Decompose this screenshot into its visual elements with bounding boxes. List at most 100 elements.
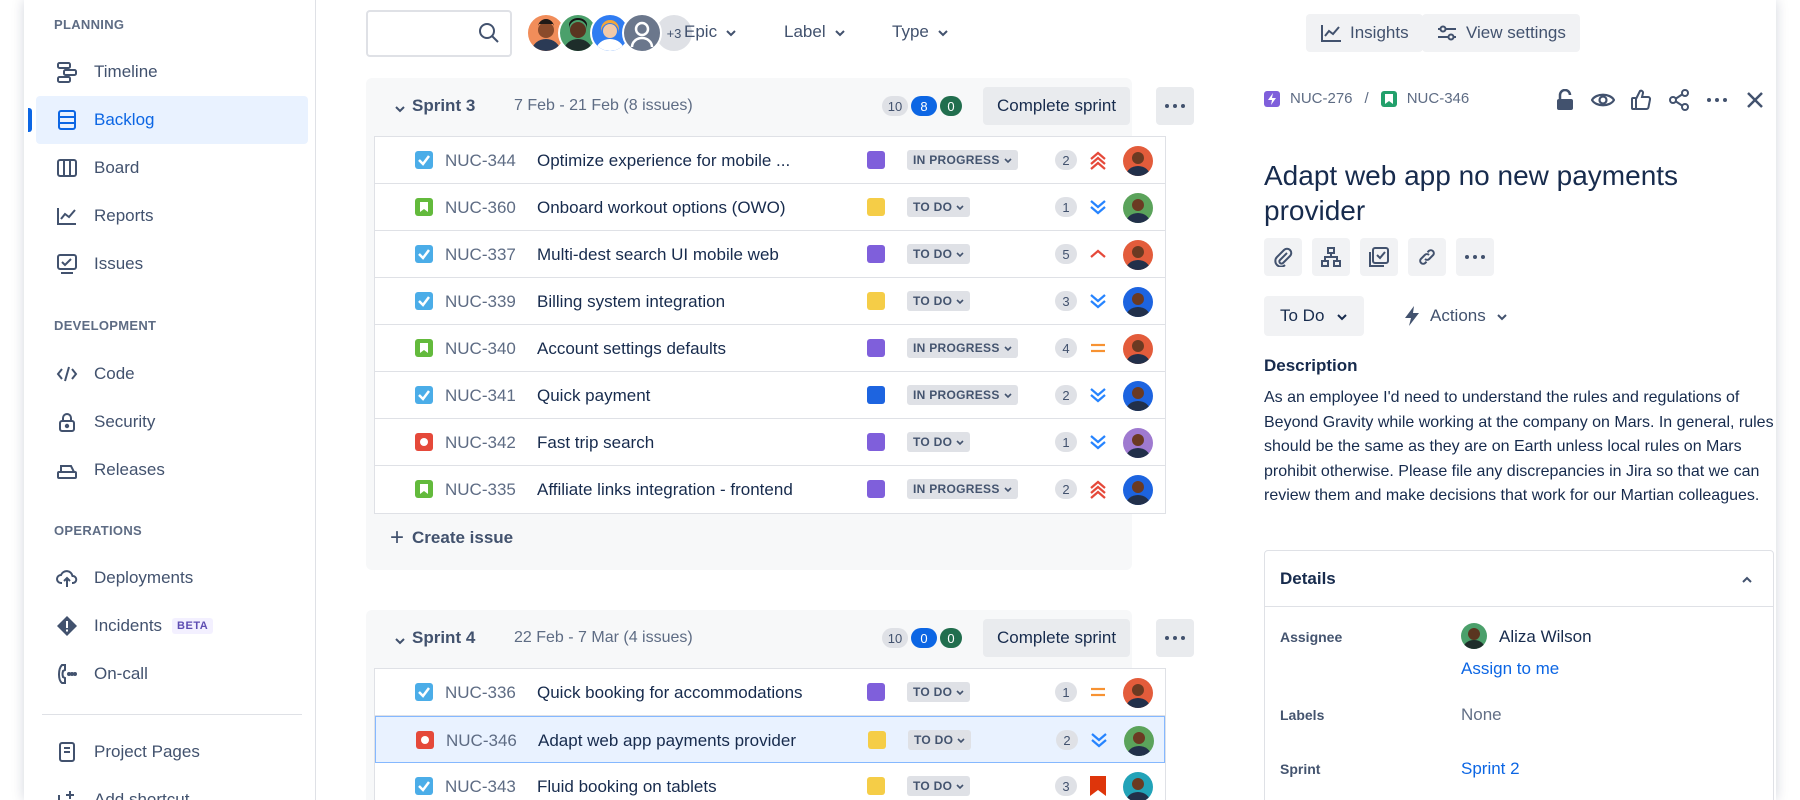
details-header[interactable]: Details	[1265, 551, 1773, 607]
avatar[interactable]	[1123, 678, 1153, 708]
issue-summary[interactable]: Adapt web app payments provider	[538, 731, 796, 750]
type-filter[interactable]: Type	[892, 22, 949, 42]
epic-filter[interactable]: Epic	[684, 22, 737, 42]
more-icon[interactable]	[1698, 86, 1736, 114]
parent-key-link[interactable]: NUC-276	[1290, 90, 1353, 107]
sidebar-item-code[interactable]: Code	[36, 350, 308, 398]
view-settings-button[interactable]: View settings	[1422, 14, 1580, 52]
table-row[interactable]: NUC-346 Adapt web app payments provider TO…	[375, 716, 1165, 763]
sidebar-item-reports[interactable]: Reports	[36, 192, 308, 240]
unlock-icon[interactable]	[1546, 86, 1584, 114]
share-icon[interactable]	[1660, 86, 1698, 114]
status-dropdown[interactable]: To Do	[1264, 296, 1365, 336]
status-lozenge[interactable]: IN PROGRESS	[907, 150, 1018, 170]
issue-key[interactable]: NUC-340	[445, 339, 516, 358]
story-points-badge[interactable]: 1	[1055, 197, 1077, 217]
status-lozenge[interactable]: TO DO	[907, 432, 971, 452]
status-lozenge[interactable]: TO DO	[907, 197, 971, 217]
avatar[interactable]	[1123, 287, 1153, 317]
sprint-name[interactable]: Sprint 3	[412, 96, 476, 115]
status-lozenge[interactable]: TO DO	[908, 730, 972, 750]
story-points-badge[interactable]: 5	[1055, 244, 1077, 264]
sprint-name[interactable]: Sprint 4	[412, 628, 476, 647]
story-points-badge[interactable]: 1	[1055, 682, 1077, 702]
sidebar-item-incidents[interactable]: Incidents BETA	[36, 602, 308, 650]
child-issue-icon[interactable]	[1312, 238, 1350, 276]
search-input[interactable]	[376, 12, 476, 52]
more-icon[interactable]	[1456, 238, 1494, 276]
avatar[interactable]	[1123, 334, 1153, 364]
sidebar-item-timeline[interactable]: Timeline	[36, 48, 308, 96]
more-icon[interactable]	[1156, 87, 1194, 125]
table-row[interactable]: NUC-341 Quick payment IN PROGRESS 2	[375, 372, 1165, 419]
avatar[interactable]	[1123, 381, 1153, 411]
issue-key[interactable]: NUC-342	[445, 433, 516, 452]
issue-summary[interactable]: Fluid booking on tablets	[537, 777, 717, 796]
issue-summary[interactable]: Quick payment	[537, 386, 651, 405]
status-lozenge[interactable]: IN PROGRESS	[907, 338, 1018, 358]
assignee-field[interactable]: Aliza Wilson	[1461, 623, 1592, 649]
sidebar-item-project-pages[interactable]: Project Pages	[36, 728, 308, 776]
table-row[interactable]: NUC-360 Onboard workout options (OWO) TO D…	[375, 184, 1165, 231]
issue-key[interactable]: NUC-360	[445, 198, 516, 217]
table-row[interactable]: NUC-335 Affiliate links integration - fro…	[375, 466, 1165, 513]
chevron-down-icon[interactable]	[394, 100, 406, 118]
more-icon[interactable]	[1156, 619, 1194, 657]
issue-title[interactable]: Adapt web app no new payments provider	[1264, 160, 1679, 226]
search-icon[interactable]	[478, 22, 500, 49]
sidebar-item-backlog[interactable]: Backlog	[28, 96, 308, 144]
sidebar-item-oncall[interactable]: On-call	[36, 650, 308, 698]
attachment-icon[interactable]	[1264, 238, 1302, 276]
issue-summary[interactable]: Optimize experience for mobile ...	[537, 151, 791, 170]
issue-summary[interactable]: Multi-dest search UI mobile web	[537, 245, 779, 264]
assign-to-me-link[interactable]: Assign to me	[1461, 659, 1560, 678]
status-lozenge[interactable]: IN PROGRESS	[907, 479, 1018, 499]
complete-sprint-button[interactable]: Complete sprint	[983, 619, 1131, 657]
avatar[interactable]	[622, 13, 662, 53]
label-filter[interactable]: Label	[784, 22, 846, 42]
story-points-badge[interactable]: 1	[1055, 432, 1077, 452]
issue-summary[interactable]: Affiliate links integration - frontend	[537, 480, 793, 499]
issue-key[interactable]: NUC-336	[445, 683, 516, 702]
table-row[interactable]: NUC-342 Fast trip search TO DO 1	[375, 419, 1165, 466]
sidebar-item-issues[interactable]: Issues	[36, 240, 308, 288]
sidebar-item-deployments[interactable]: Deployments	[36, 554, 308, 602]
story-points-badge[interactable]: 4	[1055, 338, 1077, 358]
issue-key[interactable]: NUC-346	[446, 731, 517, 750]
story-points-badge[interactable]: 3	[1055, 776, 1077, 796]
story-points-badge[interactable]: 2	[1055, 150, 1077, 170]
create-issue-button[interactable]: + Create issue	[390, 524, 513, 552]
avatar[interactable]	[1124, 726, 1154, 756]
issue-summary[interactable]: Onboard workout options (OWO)	[537, 198, 786, 217]
story-points-badge[interactable]: 3	[1055, 291, 1077, 311]
like-icon[interactable]	[1622, 86, 1660, 114]
sidebar-item-releases[interactable]: Releases	[36, 446, 308, 494]
table-row[interactable]: NUC-339 Billing system integration TO DO 3	[375, 278, 1165, 325]
issue-summary[interactable]: Quick booking for accommodations	[537, 683, 803, 702]
avatar[interactable]	[1123, 240, 1153, 270]
avatar[interactable]	[1123, 428, 1153, 458]
issue-key[interactable]: NUC-339	[445, 292, 516, 311]
labels-value[interactable]: None	[1461, 705, 1502, 724]
sidebar-item-security[interactable]: Security	[36, 398, 308, 446]
issue-key[interactable]: NUC-343	[445, 777, 516, 796]
table-row[interactable]: NUC-337 Multi-dest search UI mobile web TO…	[375, 231, 1165, 278]
sprint-link[interactable]: Sprint 2	[1461, 759, 1520, 778]
complete-sprint-button[interactable]: Complete sprint	[983, 87, 1131, 125]
issue-summary[interactable]: Fast trip search	[537, 433, 655, 452]
chevron-up-icon[interactable]	[1741, 571, 1753, 589]
avatar[interactable]	[1123, 146, 1153, 176]
status-lozenge[interactable]: TO DO	[907, 291, 971, 311]
sidebar-item-board[interactable]: Board	[36, 144, 308, 192]
close-icon[interactable]	[1736, 86, 1774, 114]
issue-key[interactable]: NUC-335	[445, 480, 516, 499]
status-lozenge[interactable]: IN PROGRESS	[907, 385, 1018, 405]
search-box[interactable]	[366, 10, 512, 57]
table-row[interactable]: NUC-340 Account settings defaults IN PROGR…	[375, 325, 1165, 372]
avatar[interactable]	[1123, 475, 1153, 505]
issue-summary[interactable]: Billing system integration	[537, 292, 726, 311]
issue-key[interactable]: NUC-344	[445, 151, 516, 170]
table-row[interactable]: NUC-343 Fluid booking on tablets TO DO 3	[375, 763, 1165, 800]
avatar[interactable]	[1123, 772, 1153, 800]
link-icon[interactable]	[1408, 238, 1446, 276]
